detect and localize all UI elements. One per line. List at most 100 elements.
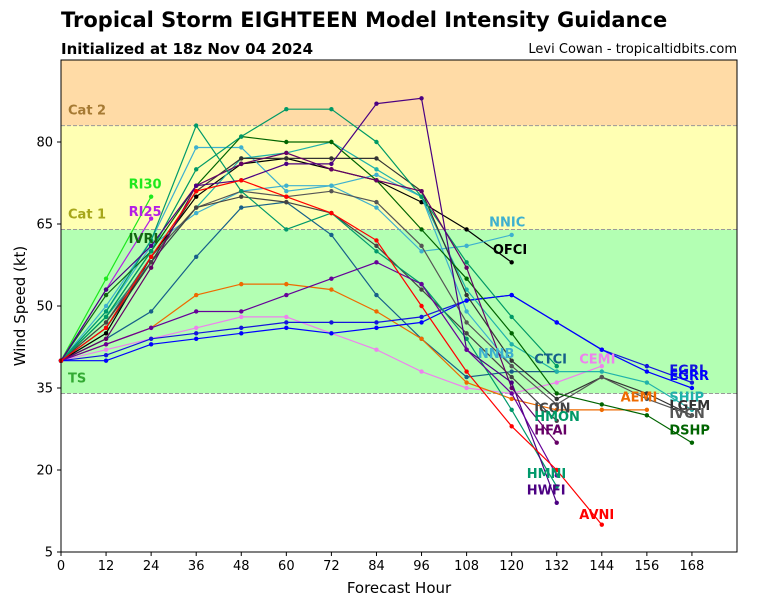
data-point: [194, 309, 199, 314]
data-point: [374, 238, 379, 243]
data-point: [599, 374, 604, 380]
data-point: [509, 292, 514, 298]
data-point: [284, 189, 289, 194]
data-point: [329, 210, 334, 216]
data-point: [509, 232, 514, 238]
band-cat-2: [61, 60, 737, 126]
x-axis-label: Forecast Hour: [347, 579, 452, 597]
data-point: [148, 325, 154, 331]
x-tick-label: 120: [499, 559, 524, 574]
data-point: [148, 254, 154, 259]
data-point: [644, 407, 650, 413]
data-point: [599, 522, 604, 527]
series-label-ctci: CTCI: [534, 352, 567, 367]
data-point: [644, 413, 650, 418]
data-point: [284, 161, 289, 167]
data-point: [148, 265, 154, 270]
data-point: [374, 205, 379, 210]
data-point: [329, 189, 334, 194]
data-point: [464, 385, 469, 391]
data-point: [599, 347, 604, 352]
data-point: [239, 281, 244, 287]
series-label-hmon: HMON: [534, 410, 580, 425]
data-point: [374, 325, 379, 331]
data-point: [374, 347, 379, 352]
data-point: [329, 331, 334, 336]
data-point: [554, 500, 559, 505]
y-tick-label: 5: [45, 546, 53, 561]
data-point: [374, 101, 379, 106]
data-point: [103, 342, 109, 347]
data-point: [509, 260, 514, 265]
data-point: [599, 402, 604, 407]
data-point: [148, 342, 154, 347]
series-label-ri25: RI25: [129, 205, 162, 220]
data-point: [644, 391, 650, 396]
series-label-ri30: RI30: [129, 177, 162, 192]
data-point: [509, 369, 514, 374]
data-point: [419, 194, 424, 199]
x-tick-label: 72: [323, 559, 340, 574]
data-point: [284, 281, 289, 287]
data-point: [554, 363, 559, 369]
series-label-icon: ICON: [534, 402, 570, 417]
series-label-hmni: HMNI: [527, 467, 567, 482]
data-point: [103, 336, 109, 341]
data-point: [554, 484, 559, 489]
data-point: [103, 309, 109, 314]
data-point: [148, 249, 154, 254]
data-point: [194, 189, 199, 194]
data-point: [284, 150, 289, 156]
data-point: [239, 178, 244, 183]
data-point: [419, 281, 424, 287]
data-point: [194, 331, 199, 336]
data-point: [599, 363, 604, 369]
data-point: [284, 107, 289, 112]
series-line-hmon: [60, 108, 558, 367]
data-point: [554, 440, 559, 445]
series-label-cemi: CEMI: [579, 352, 615, 367]
data-point: [284, 320, 289, 325]
data-point: [509, 358, 514, 363]
data-point: [194, 145, 199, 150]
x-tick-label: 108: [454, 559, 479, 574]
data-point: [194, 123, 199, 128]
data-point: [148, 336, 154, 341]
data-point: [194, 194, 199, 199]
data-point: [554, 473, 559, 478]
y-tick-label: 65: [36, 218, 53, 233]
data-point: [194, 205, 199, 210]
data-point: [329, 167, 334, 172]
data-point: [464, 227, 469, 232]
series-line-hfai: [60, 152, 558, 444]
series-line-hwfi-pair: [60, 261, 558, 476]
data-point: [464, 320, 469, 325]
data-point: [419, 189, 424, 194]
data-point: [554, 391, 559, 396]
series-line-icon: [60, 196, 558, 422]
data-point: [464, 309, 469, 314]
data-point: [689, 407, 695, 413]
data-point: [284, 183, 289, 188]
x-tick-label: 48: [233, 559, 250, 574]
series-label-egrr: EGRR: [669, 369, 709, 384]
data-point: [509, 363, 514, 369]
data-point: [419, 303, 424, 309]
data-point: [284, 292, 289, 298]
data-point: [689, 440, 695, 445]
data-point: [509, 380, 514, 385]
series-label-hfai: HFAI: [534, 423, 567, 438]
data-point: [464, 298, 469, 303]
data-point: [374, 309, 379, 314]
data-point: [464, 260, 469, 265]
data-point: [148, 194, 154, 199]
data-point: [554, 467, 559, 473]
data-point: [103, 353, 109, 358]
x-tick-label: 144: [589, 559, 614, 574]
x-tick-label: 96: [413, 559, 430, 574]
data-point: [194, 183, 199, 188]
data-point: [374, 292, 379, 298]
band-label: Cat 1: [68, 208, 106, 223]
data-point: [419, 320, 424, 325]
data-point: [419, 369, 424, 374]
